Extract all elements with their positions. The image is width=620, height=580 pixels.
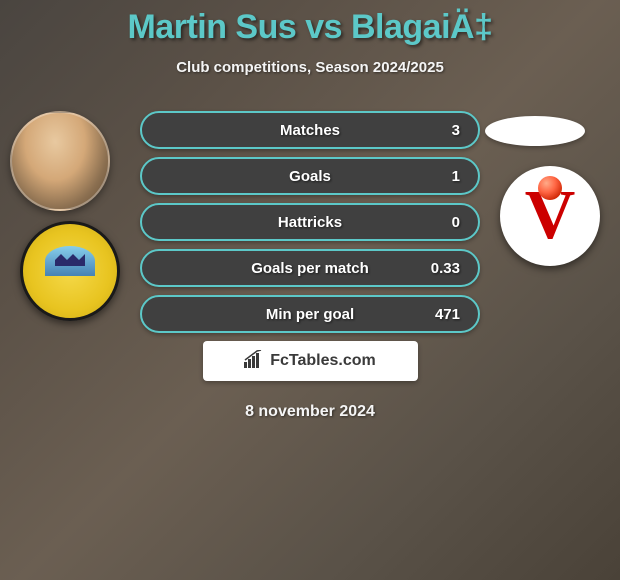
stat-row-goals: Goals 1 [140,157,480,195]
stat-value: 0 [452,214,460,231]
player-left-avatar [10,111,110,211]
stat-label: Min per goal [266,306,354,323]
player-left-container [10,111,110,211]
club-right-container: V [500,166,600,266]
page-title: Martin Sus vs BlagaiÄ‡ [0,0,620,47]
subtitle: Club competitions, Season 2024/2025 [0,59,620,76]
stat-row-mpg: Min per goal 471 [140,295,480,333]
stat-row-matches: Matches 3 [140,111,480,149]
stat-label: Goals per match [251,260,369,277]
club-left-badge [20,221,120,321]
main-content: V Matches 3 Goals 1 Hattricks 0 Goals pe… [0,111,620,421]
branding-text: FcTables.com [270,352,376,370]
stat-value: 0.33 [431,260,460,277]
club-left-container [20,221,120,321]
stat-value: 471 [435,306,460,323]
date-text: 8 november 2024 [0,403,620,421]
club-right-badge: V [500,166,600,266]
club-right-letter: V [525,181,576,251]
stats-container: Matches 3 Goals 1 Hattricks 0 Goals per … [140,111,480,333]
stat-label: Hattricks [278,214,342,231]
player-right-ellipse [485,116,585,146]
stat-row-hattricks: Hattricks 0 [140,203,480,241]
stat-value: 3 [452,122,460,139]
stat-label: Matches [280,122,340,139]
chart-icon [244,350,264,373]
stat-row-gpm: Goals per match 0.33 [140,249,480,287]
stat-value: 1 [452,168,460,185]
branding-box: FcTables.com [203,341,418,381]
stat-label: Goals [289,168,331,185]
